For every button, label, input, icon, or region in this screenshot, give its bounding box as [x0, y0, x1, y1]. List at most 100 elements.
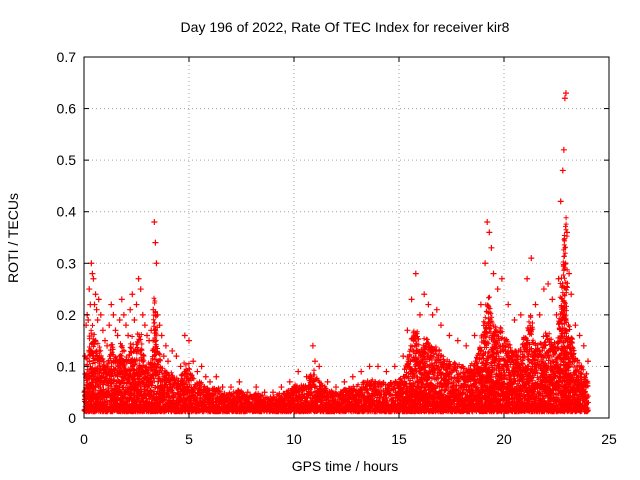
data-point	[400, 353, 407, 360]
data-point	[125, 332, 132, 339]
data-point	[429, 311, 436, 318]
data-point	[341, 378, 348, 385]
data-point	[141, 322, 148, 329]
data-point	[557, 198, 564, 205]
x-axis-label: GPS time / hours	[292, 458, 399, 474]
data-point	[190, 358, 197, 365]
data-point	[375, 363, 381, 370]
data-point	[165, 358, 171, 365]
data-point	[532, 301, 539, 308]
data-point	[408, 296, 415, 303]
data-point	[133, 301, 140, 308]
data-point	[572, 322, 579, 329]
data-point	[498, 275, 505, 282]
data-point	[486, 229, 493, 236]
data-point	[114, 332, 121, 339]
data-point	[181, 332, 188, 339]
data-point	[236, 378, 243, 385]
data-point	[120, 311, 127, 318]
data-point	[95, 296, 102, 303]
data-point	[186, 337, 192, 344]
data-point	[404, 327, 411, 334]
data-point	[391, 363, 398, 370]
data-point	[568, 291, 575, 298]
data-point	[91, 301, 98, 308]
data-point	[118, 296, 125, 303]
data-point	[333, 384, 339, 391]
data-point	[92, 291, 99, 298]
data-point	[244, 389, 251, 396]
chart-title: Day 196 of 2022, Rate Of TEC Index for r…	[181, 19, 510, 35]
data-point	[484, 219, 491, 226]
data-point	[151, 219, 158, 226]
data-point	[555, 275, 562, 282]
data-point	[102, 337, 108, 344]
data-point	[129, 291, 136, 298]
data-point	[108, 301, 115, 308]
data-point	[253, 384, 260, 391]
data-point	[90, 275, 97, 282]
y-tick-label: 0.7	[57, 49, 77, 65]
data-point	[97, 311, 104, 318]
data-point	[110, 311, 117, 318]
data-point	[194, 368, 201, 375]
data-point	[580, 342, 587, 349]
data-point	[425, 301, 432, 308]
data-point	[446, 332, 453, 339]
y-tick-label: 0.1	[57, 358, 77, 374]
data-point	[213, 373, 220, 380]
y-tick-label: 0.2	[57, 307, 77, 323]
y-tick-label: 0.6	[57, 101, 77, 117]
y-tick-label: 0.4	[57, 204, 77, 220]
data-point	[463, 342, 470, 349]
data-point	[127, 306, 134, 313]
data-point	[324, 378, 331, 385]
data-point	[154, 311, 161, 318]
data-point	[150, 306, 157, 313]
data-point	[152, 239, 159, 246]
x-tick-label: 5	[185, 431, 193, 447]
grid	[84, 57, 609, 418]
data-point	[471, 332, 478, 339]
data-point	[85, 317, 92, 324]
x-tick-label: 25	[601, 431, 617, 447]
data-point	[438, 322, 444, 329]
data-point	[158, 332, 165, 339]
data-point	[477, 301, 484, 308]
y-tick-label: 0	[68, 410, 76, 426]
data-point	[561, 95, 568, 102]
data-point	[160, 353, 167, 360]
data-point	[219, 384, 226, 391]
data-point	[553, 311, 560, 318]
data-point	[104, 342, 111, 349]
data-point	[549, 296, 556, 303]
data-point	[270, 389, 276, 396]
data-point	[536, 311, 543, 318]
data-point	[562, 90, 569, 97]
data-point	[228, 384, 234, 391]
data-point	[358, 368, 365, 375]
data-point	[112, 327, 119, 334]
data-point	[454, 337, 461, 344]
data-point	[366, 363, 373, 370]
data-point	[99, 327, 106, 334]
data-point	[559, 167, 566, 174]
data-point	[144, 332, 150, 339]
data-point	[316, 363, 323, 370]
data-point	[135, 275, 142, 282]
x-tick-label: 20	[496, 431, 512, 447]
data-point	[560, 146, 567, 153]
data-point	[278, 384, 285, 391]
data-point	[116, 317, 123, 324]
data-point	[82, 353, 89, 360]
x-tick-label: 15	[391, 431, 407, 447]
x-tick-label: 10	[286, 431, 302, 447]
data-point	[488, 244, 495, 251]
data-point	[564, 229, 570, 236]
data-point	[139, 311, 146, 318]
data-point	[383, 368, 390, 375]
data-point	[517, 311, 524, 318]
data-point	[106, 322, 113, 329]
data-point	[421, 291, 428, 298]
data-point	[93, 306, 100, 313]
